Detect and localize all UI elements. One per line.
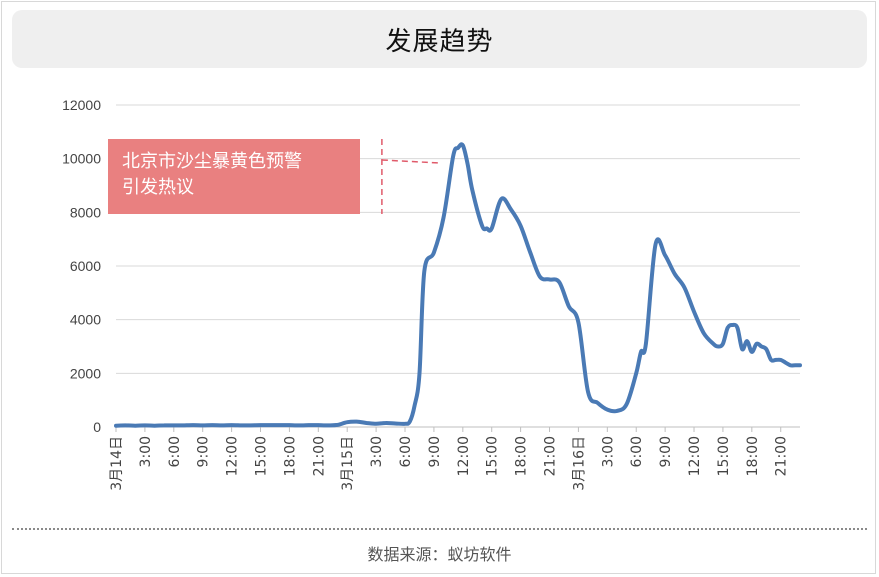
annotation-callout: 北京市沙尘暴黄色预警 引发热议 bbox=[108, 139, 360, 214]
x-tick-label: 18:00 bbox=[745, 436, 761, 476]
annotation-line-2: 引发热议 bbox=[122, 177, 194, 198]
x-tick-label: 3:00 bbox=[138, 436, 154, 467]
x-tick-label: 9:00 bbox=[196, 436, 212, 467]
x-tick-label: 15:00 bbox=[485, 436, 501, 476]
y-tick-label: 8000 bbox=[70, 204, 101, 220]
y-tick-label: 10000 bbox=[62, 151, 101, 167]
x-tick-label: 6:00 bbox=[167, 436, 183, 467]
y-tick-label: 2000 bbox=[70, 365, 101, 381]
chart-title: 发展趋势 bbox=[385, 26, 494, 57]
x-tick-label: 21:00 bbox=[311, 436, 327, 476]
y-tick-label: 0 bbox=[93, 419, 101, 435]
x-tick-label: 18:00 bbox=[282, 436, 298, 476]
y-tick-label: 6000 bbox=[70, 258, 101, 274]
x-tick-label: 12:00 bbox=[225, 436, 241, 476]
x-tick-label: 18:00 bbox=[514, 436, 530, 476]
x-tick-label: 15:00 bbox=[716, 436, 732, 476]
y-tick-label: 4000 bbox=[70, 312, 101, 328]
series-line bbox=[114, 142, 802, 428]
x-tick-label: 3月16日 bbox=[571, 436, 587, 491]
annotation-leader-line bbox=[381, 139, 441, 214]
footer-divider bbox=[12, 528, 867, 530]
x-axis-ticks: 3月14日 3:00 6:00 9:00 12:00 15:00 18:00 21:00 3月1… bbox=[109, 427, 790, 491]
x-tick-label: 6:00 bbox=[629, 436, 645, 467]
annotation-line-1: 北京市沙尘暴黄色预警 bbox=[122, 151, 302, 172]
grid-lines bbox=[116, 104, 800, 428]
y-tick-label: 12000 bbox=[62, 97, 101, 113]
x-tick-label: 6:00 bbox=[398, 436, 414, 467]
series-layer bbox=[114, 142, 802, 428]
annotation-dash-horizontal bbox=[381, 159, 441, 164]
x-tick-label: 3:00 bbox=[600, 436, 616, 467]
x-tick-label: 9:00 bbox=[658, 436, 674, 467]
x-tick-label: 21:00 bbox=[543, 436, 559, 476]
x-tick-label: 3月15日 bbox=[340, 436, 356, 491]
annotation-box bbox=[108, 139, 360, 214]
data-source-note: 数据来源：蚁坊软件 bbox=[367, 545, 512, 564]
x-tick-label: 21:00 bbox=[774, 436, 790, 476]
x-tick-label: 12:00 bbox=[456, 436, 472, 476]
x-tick-label: 9:00 bbox=[427, 436, 443, 467]
x-tick-label: 15:00 bbox=[254, 436, 270, 476]
x-tick-label: 3月14日 bbox=[109, 436, 125, 491]
y-axis-ticks: 0 2000 4000 6000 8000 10000 12000 bbox=[62, 97, 101, 435]
x-tick-label: 12:00 bbox=[687, 436, 703, 476]
title-bar: 发展趋势 bbox=[12, 10, 867, 68]
x-tick-label: 3:00 bbox=[369, 436, 385, 467]
